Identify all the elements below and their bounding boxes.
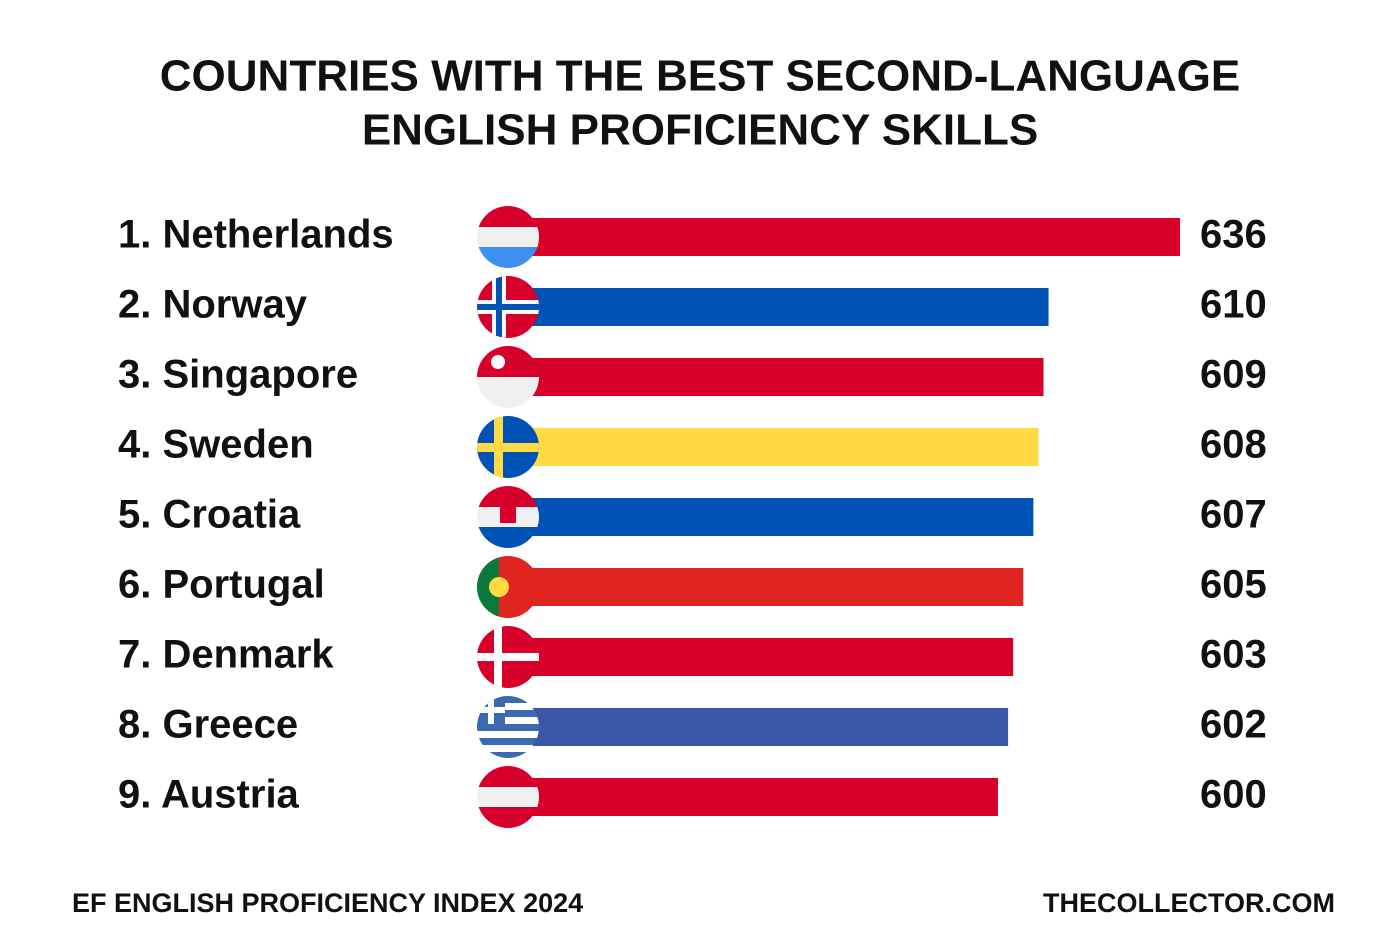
category-label: 7. Denmark — [118, 633, 334, 677]
flag-part — [477, 304, 539, 310]
flag-part — [477, 707, 505, 713]
value-label: 636 — [1200, 213, 1267, 257]
flag-part — [477, 377, 539, 408]
chart-title: COUNTRIES WITH THE BEST SECOND-LANGUAGE — [160, 52, 1240, 101]
flag-part — [477, 731, 539, 738]
flag — [477, 276, 539, 338]
value-label: 610 — [1200, 283, 1267, 327]
bar — [505, 358, 1044, 396]
flag-part — [477, 710, 539, 717]
flag — [477, 696, 539, 758]
bar — [505, 288, 1049, 326]
value-label: 609 — [1200, 353, 1267, 397]
flag-part — [500, 503, 516, 523]
flag-part — [477, 787, 539, 807]
value-label: 607 — [1200, 493, 1267, 537]
category-label: 4. Sweden — [118, 423, 314, 467]
flag — [477, 766, 539, 828]
flag — [477, 206, 539, 268]
value-label: 602 — [1200, 703, 1267, 747]
bar — [505, 708, 1009, 746]
flag-part — [477, 227, 539, 247]
category-label: 1. Netherlands — [118, 213, 394, 257]
value-label: 605 — [1200, 563, 1267, 607]
flag-part — [477, 486, 539, 507]
flag-part — [477, 346, 539, 377]
flag-part — [477, 247, 539, 268]
flag-part — [477, 752, 539, 758]
value-label: 608 — [1200, 423, 1267, 467]
value-label: 600 — [1200, 773, 1267, 817]
flag-part — [477, 807, 539, 828]
credit: THECOLLECTOR.COM — [1043, 888, 1335, 918]
bar — [505, 218, 1180, 256]
category-label: 9. Austria — [118, 773, 300, 817]
flag-part — [477, 556, 499, 618]
flag-part — [477, 738, 539, 745]
flag — [477, 416, 539, 478]
flag-part — [477, 766, 539, 787]
flag-part — [491, 355, 505, 369]
flag-part — [477, 696, 539, 703]
flag-part — [477, 703, 539, 710]
bar — [505, 778, 998, 816]
bar — [505, 428, 1039, 466]
category-label: 5. Croatia — [118, 493, 301, 537]
flag-part — [489, 577, 509, 597]
flag-part — [477, 724, 539, 731]
flag — [477, 556, 539, 618]
flag-part — [477, 443, 539, 452]
category-label: 2. Norway — [118, 283, 308, 327]
flag — [477, 486, 539, 548]
chart-subtitle: ENGLISH PROFICIENCY SKILLS — [362, 106, 1038, 155]
flag-part — [477, 206, 539, 227]
flag-part — [477, 653, 539, 661]
flag — [477, 346, 539, 408]
value-label: 603 — [1200, 633, 1267, 677]
bar — [505, 498, 1034, 536]
source: EF ENGLISH PROFICIENCY INDEX 2024 — [72, 888, 583, 918]
category-label: 6. Portugal — [118, 563, 325, 607]
bar — [505, 568, 1024, 606]
bar — [505, 638, 1014, 676]
flag-part — [477, 527, 539, 548]
category-label: 3. Singapore — [118, 353, 358, 397]
flag-part — [477, 717, 539, 724]
category-label: 8. Greece — [118, 703, 298, 747]
flag — [477, 626, 539, 688]
flag-part — [477, 745, 539, 752]
